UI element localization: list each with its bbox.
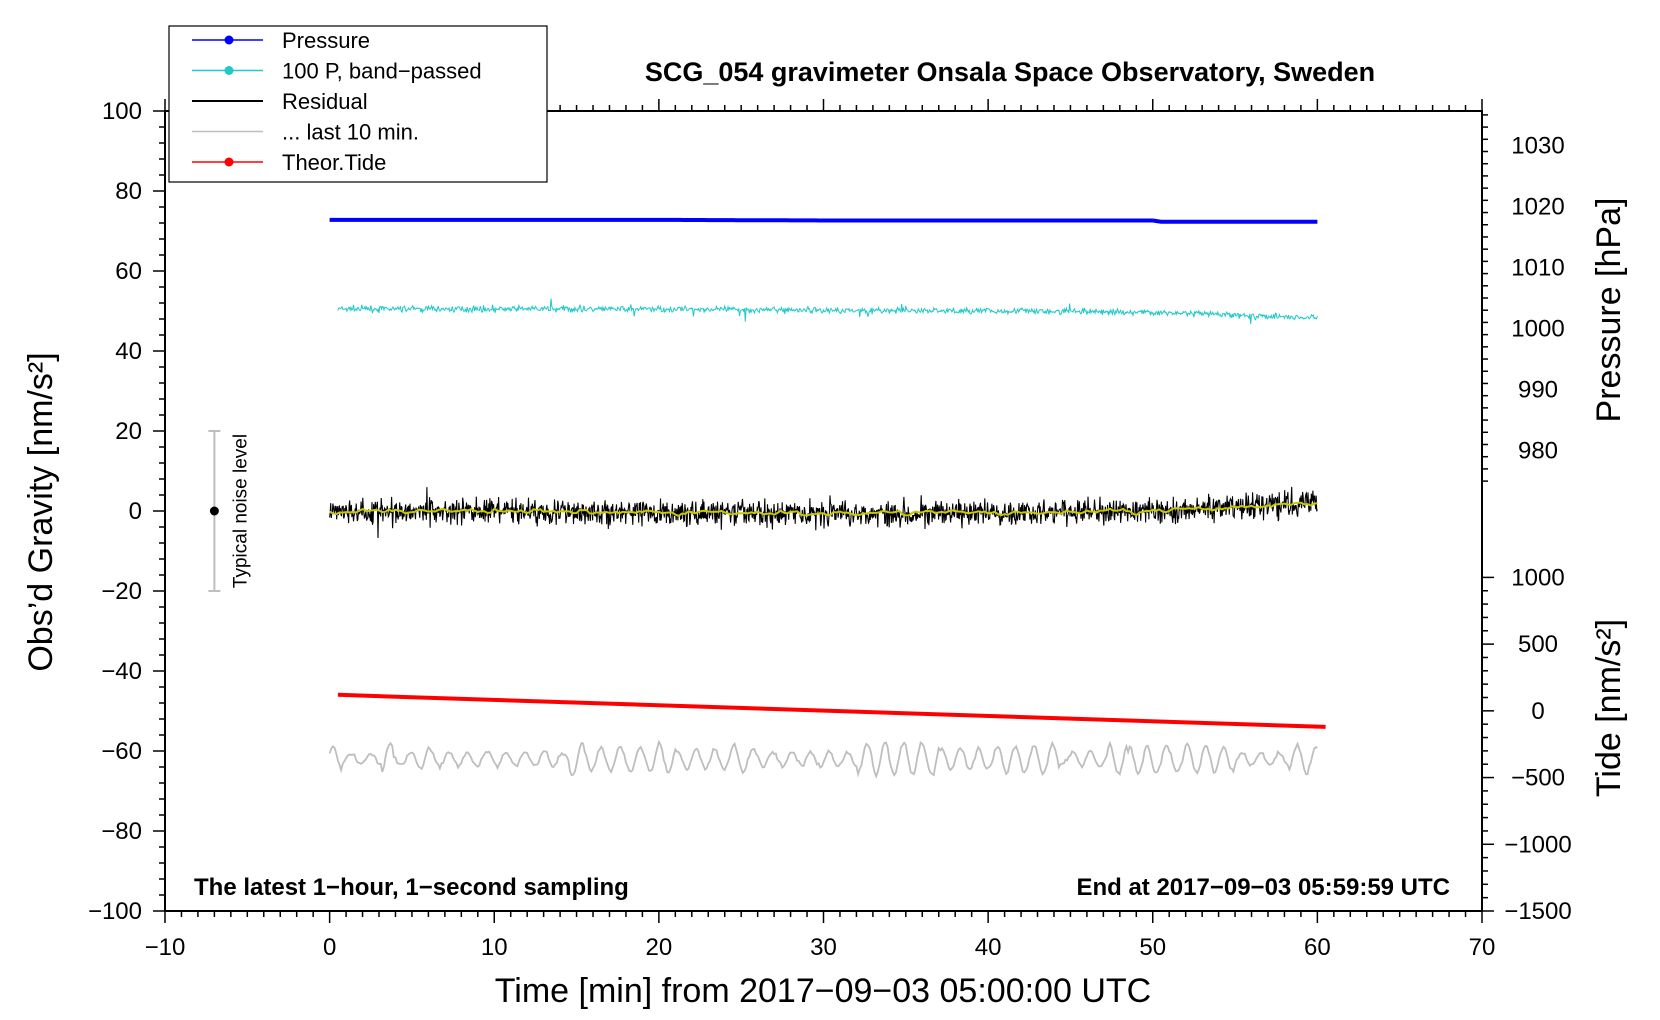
y-tick-label: 100 [102, 98, 142, 125]
noise-indicator: Typical noise level [208, 430, 251, 592]
legend-marker [224, 35, 234, 45]
pressure-series [329, 217, 1318, 224]
legend-box [168, 25, 548, 183]
noise-center-dot [209, 506, 219, 516]
tide-tick-label: −1000 [1504, 831, 1571, 858]
y-tick-label: 40 [115, 338, 142, 365]
legend-label: Residual [282, 89, 368, 114]
pressure-tick-label: 980 [1518, 438, 1558, 465]
x-tick-label: 40 [975, 934, 1002, 961]
pressure-tick-label: 1000 [1511, 316, 1564, 343]
end-time-annotation: End at 2017−09−03 05:59:59 UTC [1076, 874, 1450, 901]
axis-tick-labels: −10 0 10 20 30 40 50 60 70100806040200−20−40−60−… [88, 98, 1572, 961]
theoretical-tide-series [337, 692, 1326, 729]
y-tick-label: 60 [115, 258, 142, 285]
legend-label: Pressure [282, 28, 370, 53]
legend-marker [224, 66, 234, 75]
y-tick-label: −40 [101, 658, 142, 685]
tide-tick-label: 1000 [1511, 564, 1564, 591]
noise-level-label: Typical noise level [230, 434, 251, 588]
y-tick-label: 80 [115, 178, 142, 205]
legend-label: 100 P, band−passed [282, 59, 482, 84]
legend-label: ... last 10 min. [282, 120, 419, 145]
y-tick-label: 20 [115, 418, 142, 445]
legend-marker [224, 157, 234, 167]
pressure-tick-label: 990 [1518, 377, 1558, 404]
tide-tick-label: 0 [1531, 698, 1544, 725]
pressure-tick-label: 1020 [1511, 193, 1564, 220]
y-tick-label: −60 [101, 738, 142, 765]
chart-title: SCG_054 gravimeter Onsala Space Observat… [645, 57, 1375, 87]
y-tick-label: −100 [88, 898, 142, 925]
x-tick-label: 0 [323, 934, 336, 961]
band-passed-pressure-series [337, 298, 1318, 325]
pressure-axis-title: Pressure [hPa] [1590, 198, 1628, 423]
y-tick-label: 0 [129, 498, 142, 525]
sampling-annotation: The latest 1−hour, 1−second sampling [194, 874, 629, 901]
x-tick-label: 50 [1139, 934, 1166, 961]
x-axis-title: Time [min] from 2017−09−03 05:00:00 UTC [495, 972, 1151, 1010]
x-tick-label: 10 [481, 934, 508, 961]
y-tick-label: −80 [101, 818, 142, 845]
legend: Pressure 100 P, band−passed Residual ... la… [168, 25, 548, 183]
x-tick-label: 70 [1469, 934, 1496, 961]
residual-smoothed-series [329, 501, 1318, 518]
x-tick-label: 20 [646, 934, 673, 961]
tide-tick-label: −1500 [1504, 898, 1571, 925]
x-tick-label: 30 [810, 934, 837, 961]
x-tick-label: −10 [145, 934, 186, 961]
pressure-tick-label: 1030 [1511, 132, 1564, 159]
series-layer [328, 217, 1326, 779]
legend-label: Theor.Tide [282, 150, 386, 175]
tide-tick-label: −500 [1511, 765, 1565, 792]
y-axis-title: Obs’d Gravity [nm/s²] [22, 352, 60, 671]
tide-tick-label: 500 [1518, 631, 1558, 658]
tide-axis-title: Tide [nm/s²] [1590, 619, 1628, 797]
y-tick-label: −20 [101, 578, 142, 605]
pressure-tick-label: 1010 [1511, 254, 1564, 281]
x-tick-label: 60 [1304, 934, 1331, 961]
last-10-min-series [328, 739, 1318, 779]
